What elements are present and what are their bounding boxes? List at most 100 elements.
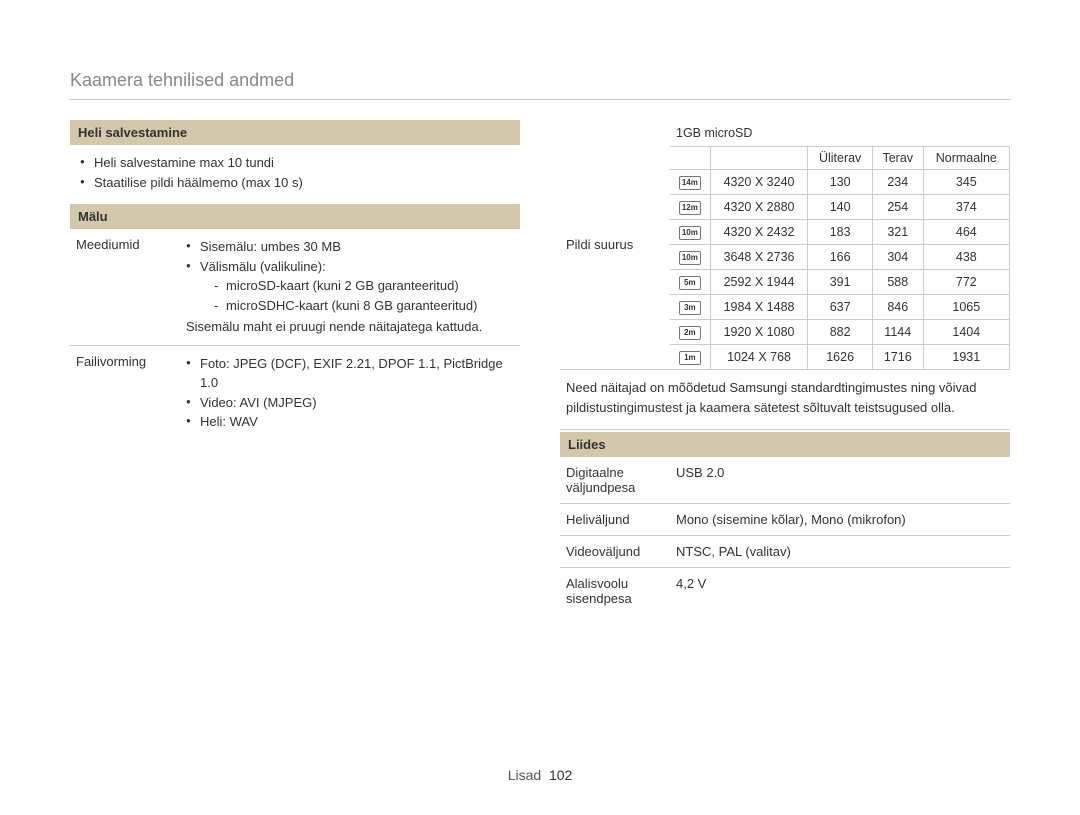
value-cell: 391 [808,270,872,295]
resolution-cell: 2592 X 1944 [710,270,808,295]
size-icon: 2m [679,326,701,340]
row-label: Digitaalne väljundpesa [560,457,670,504]
value-cell: 772 [923,270,1009,295]
resolution-cell: 4320 X 3240 [710,170,808,195]
section-header-interface: Liides [560,432,1010,457]
footer: Lisad 102 [0,767,1080,783]
size-icon: 5m [679,276,701,290]
resolution-cell: 1024 X 768 [710,345,808,370]
list-item: Välismälu (valikuline): microSD-kaart (k… [186,257,514,316]
table-row: Failivorming Foto: JPEG (DCF), EXIF 2.21… [70,345,520,440]
value-cell: 438 [923,245,1009,270]
value-cell: 345 [923,170,1009,195]
list-item: Heli: WAV [186,412,514,432]
table-row: Meediumid Sisemälu: umbes 30 MB Välismäl… [70,229,520,345]
table-row: 12m 4320 X 2880140254374 [670,195,1010,220]
list-item: Sisemälu: umbes 30 MB [186,237,514,257]
value-cell: 1065 [923,295,1009,320]
list-item: Foto: JPEG (DCF), EXIF 2.21, DPOF 1.1, P… [186,354,514,393]
row-label: Alalisvoolu sisendpesa [560,568,670,615]
memory-table: Meediumid Sisemälu: umbes 30 MB Välismäl… [70,229,520,440]
value-cell: 374 [923,195,1009,220]
row-label: Failivorming [70,345,180,440]
capacity-main: 1GB microSD Üliterav Terav Normaalne 14m… [670,120,1010,370]
table-row: Digitaalne väljundpesaUSB 2.0 [560,457,1010,504]
col-header: Normaalne [923,147,1009,170]
table-row: HeliväljundMono (sisemine kõlar), Mono (… [560,504,1010,536]
list-item-text: Välismälu (valikuline): [200,259,326,274]
size-icon-cell: 10m [670,245,710,270]
table-row: VideoväljundNTSC, PAL (valitav) [560,536,1010,568]
value-cell: 1144 [872,320,923,345]
table-row: 1m 1024 X 768162617161931 [670,345,1010,370]
size-icon: 1m [679,351,701,365]
row-label: Heliväljund [560,504,670,536]
size-icon-cell: 10m [670,220,710,245]
list-item: Heli salvestamine max 10 tundi [80,153,520,173]
list-item: Video: AVI (MJPEG) [186,393,514,413]
capacity-table: 1GB microSD Üliterav Terav Normaalne 14m… [670,120,1010,370]
table-row: 10m3648 X 2736166304438 [670,245,1010,270]
columns: Heli salvestamine Heli salvestamine max … [70,120,1010,614]
value-cell: 1931 [923,345,1009,370]
row-value: NTSC, PAL (valitav) [670,536,1010,568]
value-cell: 882 [808,320,872,345]
size-icon-cell: 1m [670,345,710,370]
table-row: 14m4320 X 3240130234345 [670,170,1010,195]
size-icon-cell: 2m [670,320,710,345]
value-cell: 1716 [872,345,923,370]
size-icon: 3m [679,301,701,315]
sub-item: microSD-kaart (kuni 2 GB garanteeritud) [214,276,514,296]
value-cell: 183 [808,220,872,245]
table-row: 5m 2592 X 1944391588772 [670,270,1010,295]
value-cell: 846 [872,295,923,320]
resolution-cell: 3648 X 2736 [710,245,808,270]
page: Kaamera tehnilised andmed Heli salvestam… [0,0,1080,614]
size-icon: 12m [679,201,701,215]
table-row: 10m4320 X 2432183321464 [670,220,1010,245]
section-header-memory: Mälu [70,204,520,229]
audio-list: Heli salvestamine max 10 tundi Staatilis… [70,145,520,204]
row-value: 4,2 V [670,568,1010,615]
row-label: Meediumid [70,229,180,345]
value-cell: 140 [808,195,872,220]
table-row: 3m1984 X 14886378461065 [670,295,1010,320]
row-value: Sisemälu: umbes 30 MB Välismälu (valikul… [180,229,520,345]
row-value: USB 2.0 [670,457,1010,504]
value-cell: 166 [808,245,872,270]
value-cell: 637 [808,295,872,320]
value-cell: 321 [872,220,923,245]
footer-label: Lisad [508,767,541,783]
list-item: Staatilise pildi häälmemo (max 10 s) [80,173,520,193]
size-icon: 14m [679,176,701,190]
capacity-side-label: Pildi suurus [560,120,670,370]
cap-title-row: 1GB microSD [670,120,1010,147]
col-header: Terav [872,147,923,170]
col-header: Üliterav [808,147,872,170]
value-cell: 1626 [808,345,872,370]
table-row: 2m 1920 X 108088211441404 [670,320,1010,345]
empty-cell [710,147,808,170]
value-cell: 464 [923,220,1009,245]
resolution-cell: 4320 X 2880 [710,195,808,220]
value-cell: 1404 [923,320,1009,345]
row-label: Videoväljund [560,536,670,568]
size-icon-cell: 3m [670,295,710,320]
page-number: 102 [549,767,572,783]
value-cell: 130 [808,170,872,195]
interface-table: Digitaalne väljundpesaUSB 2.0Heliväljund… [560,457,1010,614]
cap-title: 1GB microSD [670,120,1010,147]
size-icon-cell: 12m [670,195,710,220]
value-cell: 588 [872,270,923,295]
note-text: Sisemälu maht ei pruugi nende näitajateg… [186,317,514,337]
left-column: Heli salvestamine Heli salvestamine max … [70,120,520,614]
size-icon-cell: 5m [670,270,710,295]
size-icon: 10m [679,226,701,240]
sub-item: microSDHC-kaart (kuni 8 GB garanteeritud… [214,296,514,316]
value-cell: 254 [872,195,923,220]
capacity-block: Pildi suurus 1GB microSD Üliterav Terav … [560,120,1010,370]
empty-cell [670,147,710,170]
resolution-cell: 1920 X 1080 [710,320,808,345]
size-icon: 10m [679,251,701,265]
section-header-audio: Heli salvestamine [70,120,520,145]
